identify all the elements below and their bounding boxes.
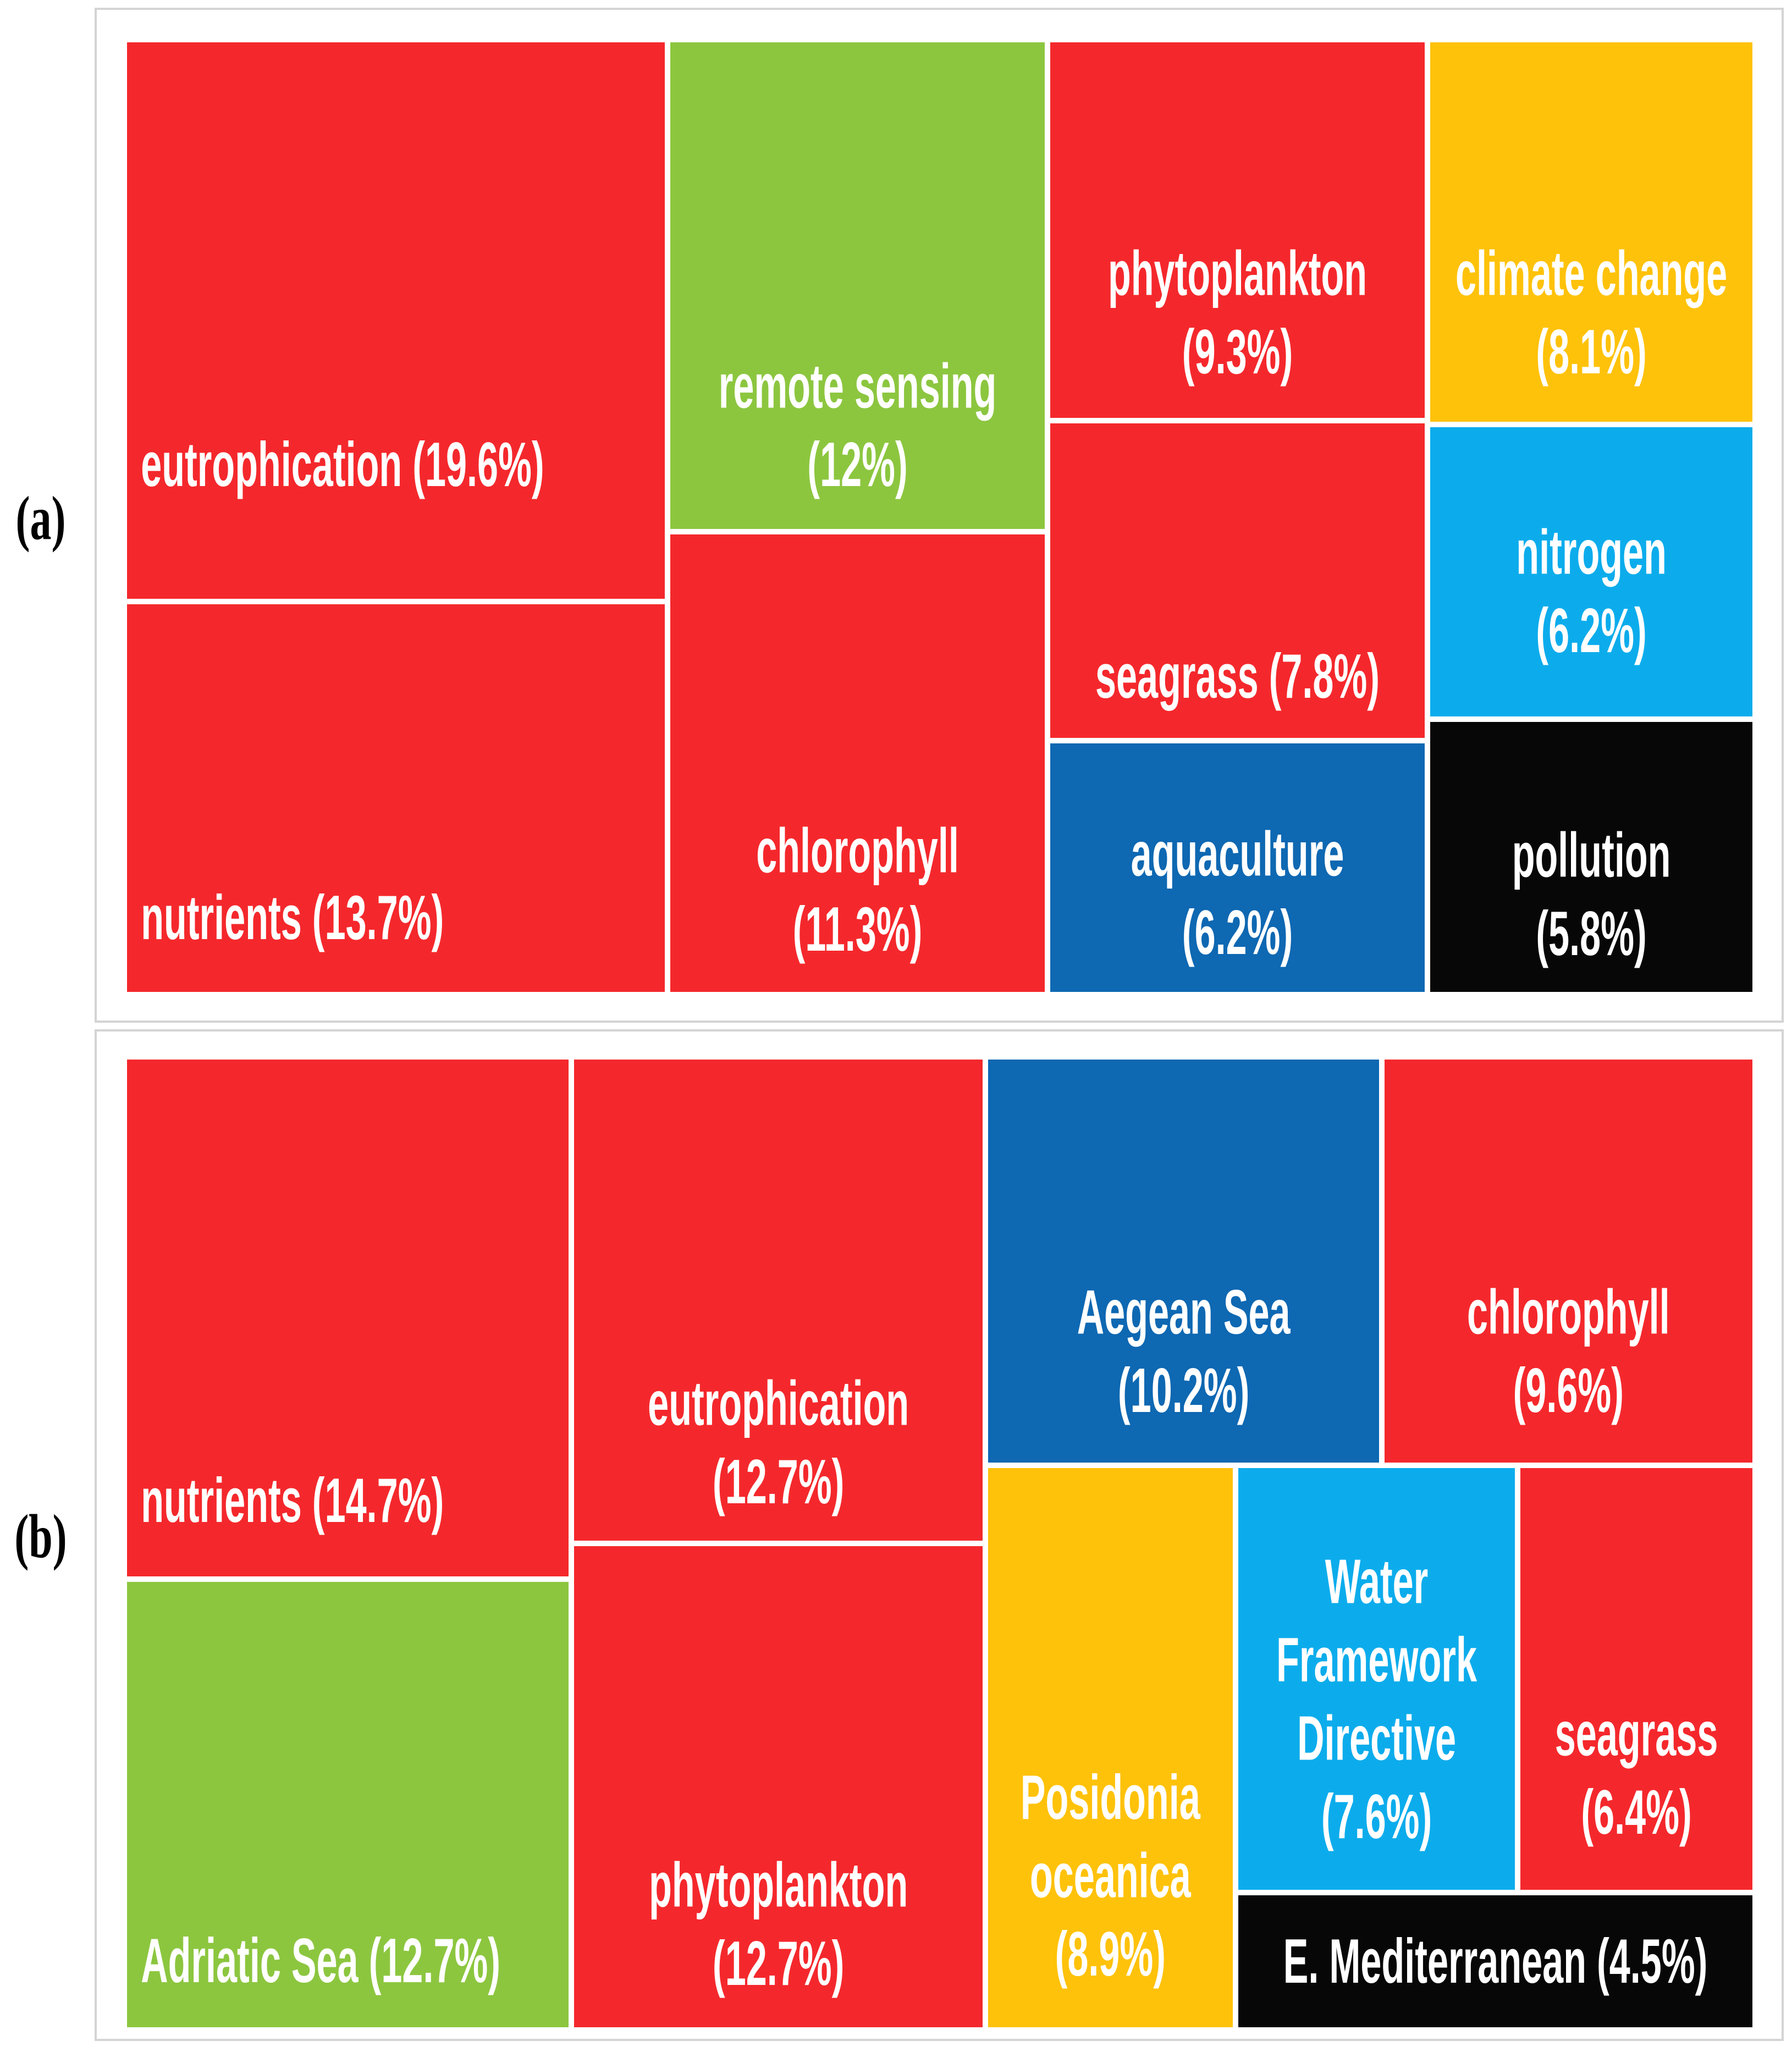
tile-label-aegean-sea: Aegean Sea (10.2%) (1077, 1277, 1291, 1426)
treemap-tile-nutrients: nutrients (14.7%) (124, 1057, 571, 1579)
tile-label-seagrass: seagrass (7.8%) (1095, 641, 1380, 712)
treemap-tile-phytoplankton: phytoplankton (9.3%) (1047, 40, 1427, 421)
treemap-tile-climate-change: climate change (8.1%) (1427, 40, 1755, 424)
treemap-tile-nutrients: nutrients (13.7%) (124, 602, 668, 995)
treemap-tile-aquaculture: aquaculture (6.2%) (1047, 740, 1427, 995)
tile-label-nitrogen: nitrogen (6.2%) (1516, 517, 1667, 666)
tile-label-pollution: pollution (5.8%) (1512, 820, 1671, 969)
treemap-tile-adriatic-sea: Adriatic Sea (12.7%) (124, 1579, 571, 2030)
treemap-tile-eutrophication: eutrophication (19.6%) (124, 40, 668, 602)
treemap-tile-chlorophyll: chlorophyll (11.3%) (667, 531, 1047, 995)
tile-label-aquaculture: aquaculture (6.2%) (1131, 819, 1344, 968)
tile-label-chlorophyll: chlorophyll (11.3%) (756, 816, 959, 965)
tile-label-chlorophyll: chlorophyll (9.6%) (1467, 1277, 1670, 1426)
treemap-tile-remote-sensing: remote sensing (12%) (667, 40, 1047, 532)
panel-b: nutrients (14.7%) Adriatic Sea (12.7%) eut… (95, 1029, 1784, 2041)
tile-label-posidonia-oceanica: Posidonia oceanica (8.9%) (1020, 1762, 1200, 1990)
tile-label-water-framework-directive: Water Framework Directive (7.6%) (1276, 1547, 1477, 1852)
tile-label-seagrass: seagrass (6.4%) (1554, 1699, 1718, 1848)
tile-label-phytoplankton: phytoplankton (9.3%) (1107, 239, 1367, 388)
panel-a-tag: (a) (15, 483, 66, 553)
treemap-tile-nitrogen: nitrogen (6.2%) (1427, 424, 1755, 719)
tile-label-nutrients: nutrients (14.7%) (141, 1465, 444, 1536)
treemap-a: eutrophication (19.6%) nutrients (13.7%) r… (124, 40, 1755, 995)
panel-a: eutrophication (19.6%) nutrients (13.7%) r… (95, 8, 1784, 1023)
treemap-tile-posidonia-oceanica: Posidonia oceanica (8.9%) (985, 1465, 1236, 2030)
tile-label-e-mediterranean: E. Mediterranean (4.5%) (1283, 1927, 1708, 1997)
tile-label-adriatic-sea: Adriatic Sea (12.7%) (141, 1926, 501, 1996)
treemap-tile-aegean-sea: Aegean Sea (10.2%) (985, 1057, 1382, 1465)
tile-label-phytoplankton: phytoplankton (12.7%) (648, 1850, 908, 1999)
panel-b-tag: (b) (14, 1502, 67, 1571)
tile-label-climate-change: climate change (8.1%) (1455, 239, 1727, 388)
tile-label-nutrients: nutrients (13.7%) (141, 882, 444, 953)
treemap-tile-seagrass: seagrass (6.4%) (1517, 1465, 1755, 1893)
treemap-b: nutrients (14.7%) Adriatic Sea (12.7%) eut… (124, 1057, 1755, 2030)
treemap-tile-e-mediterranean: E. Mediterranean (4.5%) (1235, 1893, 1755, 2030)
treemap-tile-water-framework-directive: Water Framework Directive (7.6%) (1235, 1465, 1518, 1893)
tile-label-remote-sensing: remote sensing (12%) (718, 351, 996, 500)
tile-label-eutrophication: eutrophication (12.7%) (647, 1369, 909, 1518)
treemap-tile-phytoplankton: phytoplankton (12.7%) (571, 1543, 986, 2030)
treemap-tile-seagrass: seagrass (7.8%) (1047, 421, 1427, 741)
treemap-tile-chlorophyll: chlorophyll (9.6%) (1382, 1057, 1755, 1465)
tile-label-eutrophication: eutrophication (19.6%) (141, 430, 544, 500)
treemap-tile-pollution: pollution (5.8%) (1427, 719, 1755, 995)
treemap-tile-eutrophication: eutrophication (12.7%) (571, 1057, 986, 1543)
